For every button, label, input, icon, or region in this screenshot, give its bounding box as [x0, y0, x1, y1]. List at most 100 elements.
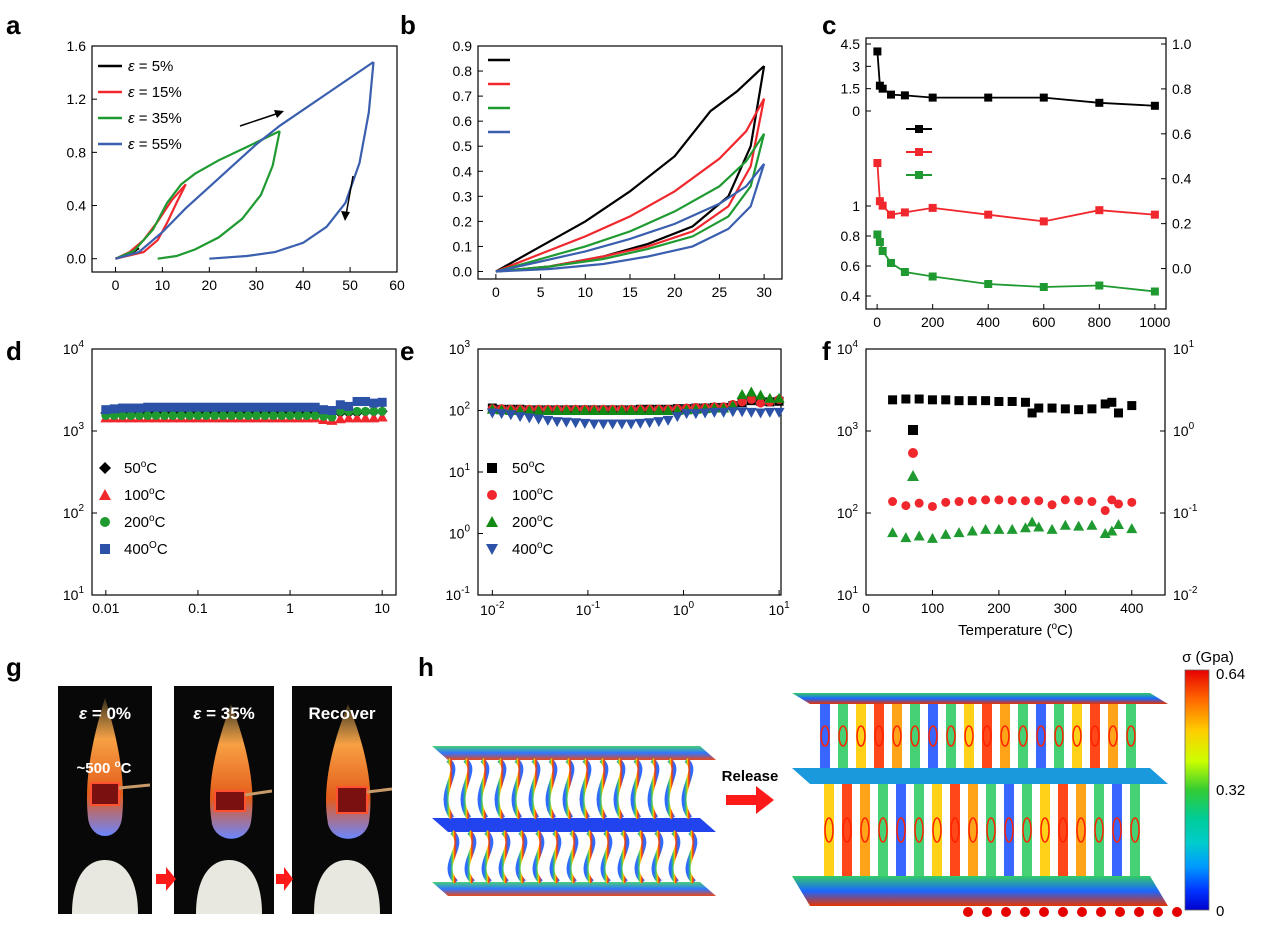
photo-strain-35: ε = 35% — [174, 686, 274, 914]
data-point — [185, 402, 195, 412]
tick-label: 102 — [63, 503, 85, 521]
tick-label: 10 — [578, 284, 594, 300]
data-point — [900, 268, 909, 276]
strut-ring-icon — [946, 725, 956, 747]
strut-ring-icon — [1126, 725, 1136, 747]
tick-label: 0.1 — [188, 600, 208, 616]
data-point — [607, 419, 619, 430]
tick-label: 0.4 — [453, 163, 473, 179]
plot-frame — [865, 348, 1166, 596]
data-point — [542, 415, 554, 426]
panel-label-a: a — [6, 10, 21, 40]
data-point — [900, 532, 912, 543]
strut-icon — [460, 758, 473, 820]
tick-label: 104 — [837, 339, 859, 357]
strut-icon — [1112, 784, 1122, 876]
data-point — [1007, 496, 1017, 506]
strut-icon — [647, 758, 660, 820]
data-point — [681, 409, 693, 420]
strut-ring-icon — [1112, 817, 1122, 843]
data-point — [210, 402, 220, 412]
photo-strain-0: ε = 0% ~500 oC — [58, 686, 152, 914]
data-point — [1047, 500, 1057, 510]
tick-label: 0 — [862, 600, 870, 616]
strut-ring-icon — [838, 725, 848, 747]
strut-ring-icon — [914, 817, 924, 843]
data-point — [887, 210, 895, 219]
strut-icon — [600, 830, 613, 884]
tick-label: 101 — [449, 462, 471, 480]
tick-label: 0 — [873, 314, 881, 330]
tick-label: 1 — [286, 600, 294, 616]
node-dot-icon — [1020, 907, 1030, 917]
tick-label: 100 — [673, 600, 695, 618]
data-point — [900, 208, 909, 217]
strut-icon — [838, 704, 848, 768]
data-point — [1113, 408, 1123, 418]
data-point — [335, 400, 345, 410]
data-point — [1074, 496, 1084, 506]
data-point — [644, 418, 656, 429]
node-dot-icon — [1096, 907, 1106, 917]
strut-icon — [1036, 704, 1046, 768]
strut-icon — [950, 784, 960, 876]
tick-label: 0.1 — [453, 238, 473, 254]
data-point — [915, 148, 923, 156]
tick-label: 0.6 — [841, 258, 861, 274]
data-point — [496, 409, 508, 420]
strut-icon — [1000, 704, 1010, 768]
tick-label: 0.5 — [453, 138, 473, 154]
data-point — [908, 448, 918, 458]
strut-ring-icon — [856, 725, 866, 747]
data-point — [126, 403, 136, 413]
data-point — [193, 410, 203, 420]
tick-label: 103 — [837, 421, 859, 439]
data-point — [1047, 403, 1057, 413]
panel-label-c: c — [822, 10, 837, 40]
tick-label: 100 — [921, 600, 945, 616]
data-point — [285, 410, 295, 420]
node-dot-icon — [1172, 907, 1182, 917]
data-point — [928, 203, 937, 212]
tick-label: 101 — [769, 600, 791, 618]
series-line — [876, 234, 1155, 293]
tick-label: 0.9 — [453, 38, 473, 54]
data-point — [235, 402, 245, 412]
data-point — [901, 501, 911, 511]
photo-label-1: ε = 0% — [79, 704, 131, 723]
data-point — [218, 410, 228, 420]
strut-ring-icon — [824, 817, 834, 843]
data-point — [99, 489, 111, 500]
panel-label-e: e — [400, 336, 415, 366]
colorbar-scale — [1184, 669, 1210, 911]
strut-ring-icon — [982, 725, 992, 747]
data-point — [523, 413, 535, 424]
legend-entry: ε = 35% — [128, 110, 182, 127]
panel-h-simulation: Release σ (Gpa) 0.64 0.32 0 — [432, 649, 1245, 920]
sample-block-icon — [90, 782, 120, 806]
strut-ring-icon — [910, 725, 920, 747]
data-point — [185, 410, 195, 420]
data-point — [486, 544, 498, 555]
legend-entry: 50oC — [124, 459, 157, 477]
data-point — [551, 417, 563, 428]
strut-ring-icon — [842, 817, 852, 843]
strut-ring-icon — [968, 817, 978, 843]
arrow-right-icon — [156, 867, 176, 891]
strut-icon — [856, 704, 866, 768]
colorbar-tick: 0.64 — [1216, 666, 1245, 683]
data-point — [940, 528, 952, 539]
colorbar: σ (Gpa) 0.64 0.32 0 — [1182, 649, 1245, 920]
data-point — [597, 419, 609, 430]
strut-icon — [1130, 784, 1140, 876]
series-line-loading — [495, 133, 766, 273]
legend-entry: 400oC — [512, 540, 554, 558]
panel-d: 0.01 0.1 1 10 101 102 103 104 50oC 100oC 200oC 400O… — [63, 339, 397, 616]
data-point — [560, 405, 572, 415]
strut-icon — [464, 830, 477, 884]
data-point — [268, 402, 278, 412]
data-point — [352, 406, 362, 416]
tick-label: 101 — [837, 585, 859, 603]
data-point — [159, 410, 169, 420]
